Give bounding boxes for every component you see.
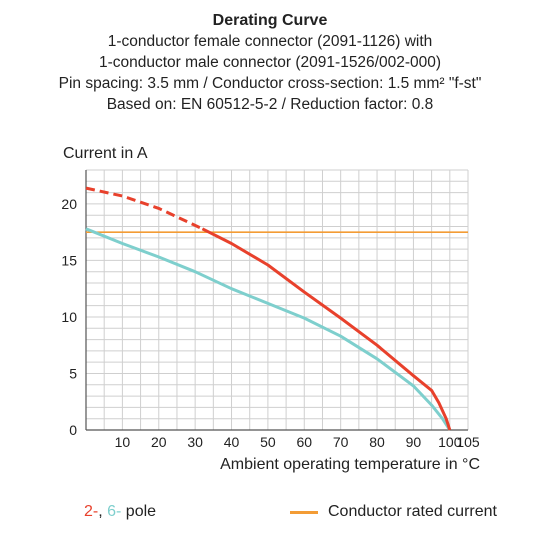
y-tick-label: 10 — [61, 309, 77, 325]
legend-2-pole: 2- — [84, 503, 99, 520]
y-axis-label: Current in A — [63, 145, 148, 162]
pole-legend: 2-, 6- pole — [84, 503, 156, 521]
x-tick-label: 105 — [456, 434, 480, 450]
y-tick-label: 20 — [61, 196, 77, 212]
legend-6-pole: 6- — [107, 503, 122, 520]
x-tick-label: 40 — [224, 434, 240, 450]
chart-title-block: Derating Curve 1-conductor female connec… — [0, 10, 540, 115]
x-tick-label: 100 — [438, 434, 462, 450]
x-tick-label: 70 — [333, 434, 349, 450]
x-tick-label: 90 — [406, 434, 422, 450]
rated-current-legend: Conductor rated current — [290, 503, 497, 521]
x-axis-label: Ambient operating temperature in °C — [220, 456, 480, 473]
x-tick-label: 50 — [260, 434, 276, 450]
x-tick-label: 80 — [369, 434, 385, 450]
series-line-6-pole — [85, 227, 452, 431]
legend-pole-suffix: pole — [121, 503, 157, 520]
rated-current-swatch — [290, 510, 318, 514]
x-tick-label: 60 — [296, 434, 312, 450]
legend-separator: , — [98, 503, 108, 520]
chart-title: Derating Curve — [212, 12, 328, 29]
y-tick-label: 0 — [69, 422, 77, 438]
series-line-2-pole-dashed — [85, 186, 204, 231]
subtitle-line-1: 1-conductor female connector (2091-1126)… — [107, 33, 433, 50]
x-tick-label: 20 — [151, 434, 167, 450]
rated-current-label: Conductor rated current — [328, 503, 497, 520]
x-tick-label: 10 — [115, 434, 131, 450]
x-tick-label: 30 — [187, 434, 203, 450]
subtitle-line-2: 1-conductor male connector (2091-1526/00… — [98, 54, 442, 71]
subtitle-line-3: Pin spacing: 3.5 mm / Conductor cross-se… — [58, 75, 482, 92]
y-tick-label: 5 — [69, 365, 77, 381]
y-tick-label: 15 — [61, 252, 77, 268]
subtitle-line-4: Based on: EN 60512-5-2 / Reduction facto… — [106, 96, 434, 113]
series-line-2-pole — [201, 227, 452, 431]
